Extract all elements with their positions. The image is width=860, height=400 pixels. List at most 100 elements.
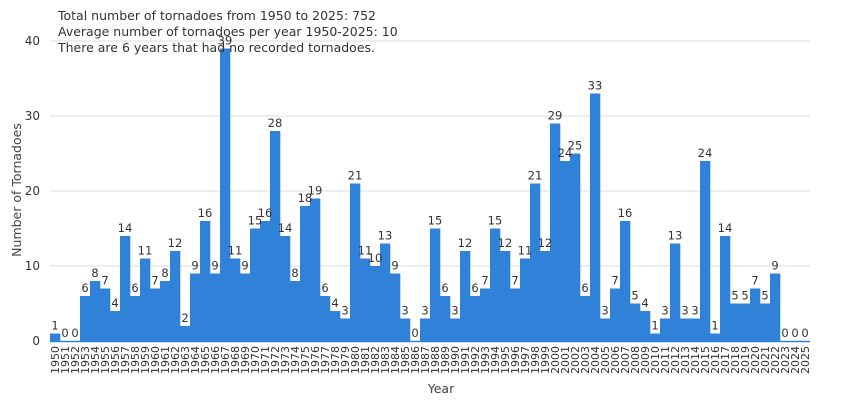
x-tick-2003: 2003 bbox=[579, 346, 592, 374]
bar-1965 bbox=[200, 221, 211, 341]
bar-1961 bbox=[160, 281, 171, 341]
data-label-1990: 3 bbox=[451, 304, 458, 318]
bar-1994 bbox=[490, 228, 501, 341]
bar-1968 bbox=[230, 258, 241, 341]
bars bbox=[50, 48, 781, 341]
data-label-2003: 6 bbox=[581, 281, 588, 295]
x-tick-2022: 2022 bbox=[769, 346, 782, 374]
x-tick-1995: 1995 bbox=[499, 346, 512, 374]
x-tick-1996: 1996 bbox=[509, 346, 522, 374]
data-label-2014: 3 bbox=[691, 304, 698, 318]
bar-1979 bbox=[340, 318, 351, 341]
x-tick-1999: 1999 bbox=[539, 346, 552, 374]
data-label-2002: 25 bbox=[568, 139, 583, 153]
bar-1959 bbox=[140, 258, 151, 341]
x-tick-2019: 2019 bbox=[739, 346, 752, 374]
bar-2009 bbox=[640, 311, 651, 341]
bar-2021 bbox=[760, 303, 771, 341]
data-label-2010: 1 bbox=[651, 319, 658, 333]
x-tick-1983: 1983 bbox=[379, 346, 392, 374]
bar-2006 bbox=[610, 288, 621, 341]
x-tick-1953: 1953 bbox=[79, 346, 92, 374]
x-tick-1994: 1994 bbox=[489, 346, 502, 374]
x-tick-2016: 2016 bbox=[709, 346, 722, 374]
bar-1999 bbox=[540, 251, 551, 341]
bar-1970 bbox=[250, 228, 261, 341]
x-tick-2021: 2021 bbox=[759, 346, 772, 374]
data-label-2011: 3 bbox=[661, 304, 668, 318]
x-tick-1961: 1961 bbox=[159, 346, 172, 374]
data-label-1968: 11 bbox=[228, 244, 243, 258]
x-tick-1979: 1979 bbox=[339, 346, 352, 374]
data-label-2016: 1 bbox=[711, 319, 718, 333]
x-tick-1988: 1988 bbox=[429, 346, 442, 374]
data-label-1961: 8 bbox=[161, 266, 168, 280]
y-tick-0: 0 bbox=[32, 334, 40, 348]
y-tick-labels: 0 10 20 30 40 bbox=[25, 34, 40, 348]
x-tick-1956: 1956 bbox=[109, 346, 122, 374]
bar-2008 bbox=[630, 303, 641, 341]
bar-1971 bbox=[260, 221, 271, 341]
bar-1962 bbox=[170, 251, 181, 341]
x-tick-1959: 1959 bbox=[139, 346, 152, 374]
data-label-1967: 39 bbox=[218, 34, 233, 48]
bar-2002 bbox=[570, 153, 581, 341]
x-tick-1955: 1955 bbox=[99, 346, 112, 374]
data-label-1997: 11 bbox=[518, 244, 533, 258]
data-label-1955: 7 bbox=[101, 274, 108, 288]
bar-1973 bbox=[280, 236, 291, 341]
data-label-1992: 6 bbox=[471, 281, 478, 295]
data-label-1963: 2 bbox=[181, 311, 188, 325]
data-label-2018: 5 bbox=[731, 289, 738, 303]
data-label-1950: 1 bbox=[51, 319, 58, 333]
bar-2014 bbox=[690, 318, 701, 341]
data-label-1993: 7 bbox=[481, 274, 488, 288]
x-tick-2006: 2006 bbox=[609, 346, 622, 374]
x-tick-1990: 1990 bbox=[449, 346, 462, 374]
x-tick-1981: 1981 bbox=[359, 346, 372, 374]
x-tick-1960: 1960 bbox=[149, 346, 162, 374]
bar-1975 bbox=[300, 206, 311, 341]
y-tick-10: 10 bbox=[25, 259, 40, 273]
x-tick-1987: 1987 bbox=[419, 346, 432, 374]
data-label-1964: 9 bbox=[191, 259, 198, 273]
data-label-1995: 12 bbox=[498, 236, 513, 250]
bar-1991 bbox=[460, 251, 471, 341]
x-tick-labels: 1950195119521953195419551956195719581959… bbox=[49, 346, 812, 374]
x-tick-2015: 2015 bbox=[699, 346, 712, 374]
y-axis-title: Number of Tornadoes bbox=[9, 123, 24, 257]
bar-1974 bbox=[290, 281, 301, 341]
bar-1978 bbox=[330, 311, 341, 341]
bar-1995 bbox=[500, 251, 511, 341]
y-tick-30: 30 bbox=[25, 109, 40, 123]
bar-1988 bbox=[430, 228, 441, 341]
data-label-2001: 24 bbox=[558, 146, 573, 160]
bar-2005 bbox=[600, 318, 611, 341]
data-label-1980: 21 bbox=[348, 169, 363, 183]
data-label-1985: 3 bbox=[401, 304, 408, 318]
data-label-1978: 4 bbox=[331, 296, 338, 310]
data-label-2013: 3 bbox=[681, 304, 688, 318]
data-label-2022: 9 bbox=[771, 259, 778, 273]
x-tick-1957: 1957 bbox=[119, 346, 132, 374]
data-label-1987: 3 bbox=[421, 304, 428, 318]
bar-1964 bbox=[190, 273, 201, 341]
bar-1998 bbox=[530, 183, 541, 341]
data-label-1984: 9 bbox=[391, 259, 398, 273]
data-label-1999: 12 bbox=[538, 236, 553, 250]
bar-2015 bbox=[700, 161, 711, 341]
x-tick-1991: 1991 bbox=[459, 346, 472, 374]
bar-1972 bbox=[270, 131, 281, 341]
data-label-2008: 5 bbox=[631, 289, 638, 303]
x-tick-2007: 2007 bbox=[619, 346, 632, 374]
x-tick-1969: 1969 bbox=[239, 346, 252, 374]
x-tick-2010: 2010 bbox=[649, 346, 662, 374]
data-label-2000: 29 bbox=[548, 109, 563, 123]
bar-2016 bbox=[710, 333, 721, 341]
x-tick-2011: 2011 bbox=[659, 346, 672, 374]
x-tick-1952: 1952 bbox=[69, 346, 82, 374]
data-label-1974: 8 bbox=[291, 266, 298, 280]
bar-2022 bbox=[770, 273, 781, 341]
data-label-2005: 3 bbox=[601, 304, 608, 318]
x-tick-1980: 1980 bbox=[349, 346, 362, 374]
